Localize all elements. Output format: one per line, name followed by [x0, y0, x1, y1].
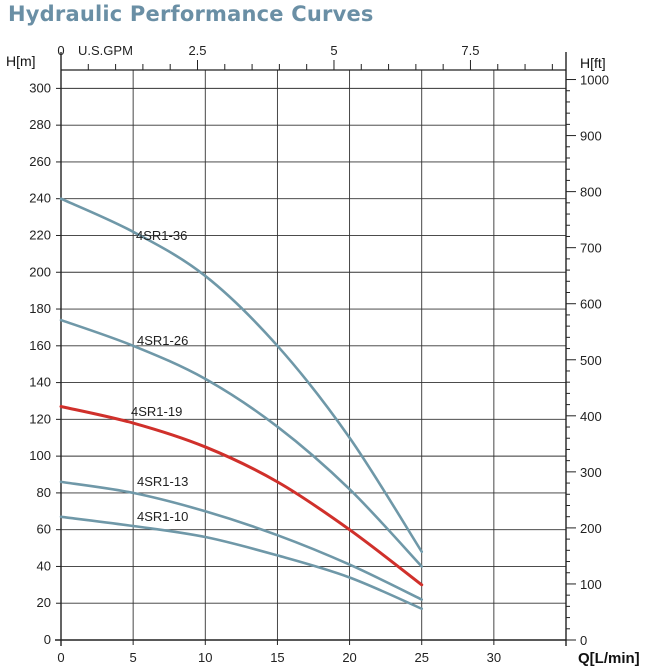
y-tick-label: 160	[29, 338, 51, 353]
y-tick-label: 140	[29, 375, 51, 390]
y-tick-label: 180	[29, 301, 51, 316]
x2-axis-label: U.S.GPM	[78, 43, 133, 58]
chart-title: Hydraulic Performance Curves	[8, 2, 374, 26]
x-tick-label: 30	[487, 650, 501, 665]
y-tick-label: 40	[37, 558, 51, 573]
y2-tick-label: 1000	[580, 73, 609, 88]
y-tick-label: 120	[29, 411, 51, 426]
axes	[55, 52, 567, 646]
y-tick-label: 240	[29, 191, 51, 206]
y-tick-label: 300	[29, 80, 51, 95]
x2-tick-label: 0	[57, 43, 64, 58]
y2-tick-label: 700	[580, 241, 602, 256]
series-label-4sr1-10: 4SR1-10	[137, 509, 188, 524]
grid	[60, 70, 566, 640]
series-label-4sr1-13: 4SR1-13	[137, 474, 188, 489]
y2-tick-label: 300	[580, 465, 602, 480]
y2-tick-label: 400	[580, 409, 602, 424]
series-label-4sr1-26: 4SR1-26	[137, 333, 188, 348]
y-tick-label: 220	[29, 227, 51, 242]
y2-tick-label: 0	[580, 633, 587, 648]
y-tick-label: 0	[44, 632, 51, 647]
x-tick-label: 0	[57, 650, 64, 665]
y-tick-label: 60	[37, 522, 51, 537]
series-line-4sr1-19	[59, 404, 424, 587]
y2-tick-label: 800	[580, 185, 602, 200]
x-tick-label: 5	[130, 650, 137, 665]
y-tick-label: 80	[37, 485, 51, 500]
series-line-4sr1-36	[59, 197, 424, 554]
y-tick-label: 20	[37, 595, 51, 610]
x-tick-label: 25	[414, 650, 428, 665]
y2-tick-label: 500	[580, 353, 602, 368]
series-line-4sr1-26	[59, 318, 424, 568]
y2-tick-label: 100	[580, 577, 602, 592]
x2-tick-label: 5	[330, 43, 337, 58]
x2-tick-label: 2.5	[188, 43, 206, 58]
ticks: 0204060801001201401601802002202402602803…	[29, 43, 609, 665]
x2-tick-label: 7.5	[461, 43, 479, 58]
series-lines	[59, 197, 424, 611]
y-tick-label: 100	[29, 448, 51, 463]
y-axis-label: H[m]	[6, 53, 36, 69]
y2-tick-label: 600	[580, 297, 602, 312]
y-tick-label: 280	[29, 117, 51, 132]
x-tick-label: 15	[270, 650, 284, 665]
y2-axis-label: H[ft]	[580, 55, 606, 71]
series-label-4sr1-19: 4SR1-19	[131, 404, 182, 419]
x-axis-label: Q[L/min]	[578, 650, 640, 667]
x-tick-label: 20	[342, 650, 356, 665]
series-label-4sr1-36: 4SR1-36	[136, 228, 187, 243]
y2-tick-label: 200	[580, 521, 602, 536]
series-line-4sr1-10	[59, 515, 424, 611]
y-tick-label: 200	[29, 264, 51, 279]
y2-tick-label: 900	[580, 129, 602, 144]
x-tick-label: 10	[198, 650, 212, 665]
series-line-4sr1-13	[59, 480, 424, 601]
y-tick-label: 260	[29, 154, 51, 169]
series-labels: 4SR1-36 4SR1-26 4SR1-19 4SR1-13 4SR1-10	[131, 228, 188, 524]
